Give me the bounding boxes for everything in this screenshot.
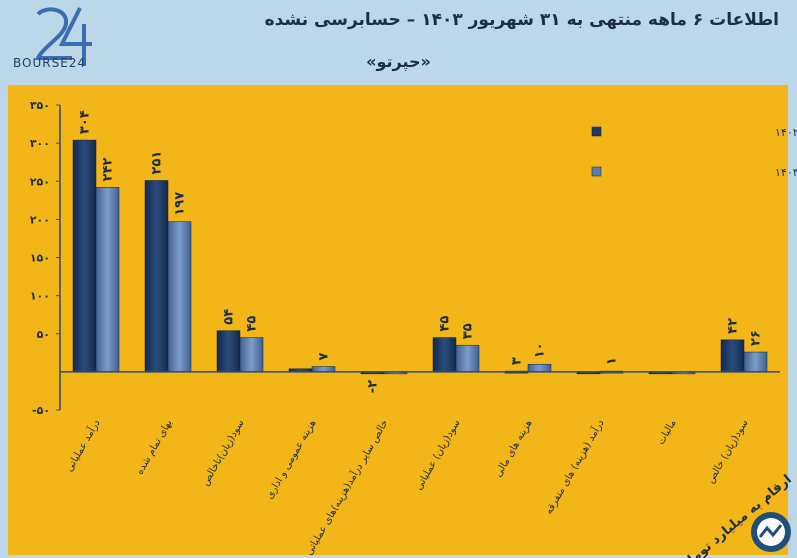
legend-swatch xyxy=(591,126,602,137)
y-tick-label: ۳۵۰ xyxy=(30,99,50,112)
bar-1402 xyxy=(720,339,745,373)
category-label: بهای تمام شده xyxy=(134,418,174,477)
data-label: ۴۵ xyxy=(438,316,453,332)
legend-label: عملکرد منتهی به شهریور ۱۴۰۳ xyxy=(775,166,797,179)
data-label: ۲۴۲ xyxy=(101,157,116,181)
data-label: ۳۵ xyxy=(461,323,476,339)
bar-1403 xyxy=(311,366,336,373)
data-label: ۲۵۱ xyxy=(150,151,165,175)
legend-swatch xyxy=(591,166,602,177)
y-tick-label: ۲۰۰ xyxy=(30,213,50,226)
page-title: اطلاعات ۶ ماهه منتهی به ۳۱ شهریور ۱۴۰۳ –… xyxy=(264,10,779,30)
data-label: ۳۰۴ xyxy=(78,110,93,134)
y-tick-label: ۳۰۰ xyxy=(30,137,50,150)
bar-1402 xyxy=(216,330,241,373)
y-tick-label: ۵۰ xyxy=(37,328,50,341)
bar-1403 xyxy=(455,344,480,373)
bar-1403 xyxy=(95,187,120,373)
data-label: ۱۹۷ xyxy=(173,192,188,216)
data-label: ۷ xyxy=(317,353,332,361)
legend-label: عملکرد منتهی به شهریور ۱۴۰۲ xyxy=(775,126,797,139)
data-label: ۵۴ xyxy=(222,309,237,325)
y-tick-label: ۱۵۰ xyxy=(30,252,50,265)
bar-1402 xyxy=(144,180,169,373)
category-label: هزینه عمومی و اداری xyxy=(264,418,318,501)
y-tick-label: -۵۰ xyxy=(32,404,50,417)
logo-text: BOURSE24 xyxy=(13,56,87,70)
bar-1402 xyxy=(432,337,457,373)
category-label: سود(زیان)ناخالص xyxy=(200,418,247,488)
page-subtitle: «حپرتو» xyxy=(366,52,431,71)
bar-1403 xyxy=(527,364,552,373)
bar-1403 xyxy=(239,337,264,373)
bar-1402 xyxy=(72,139,97,373)
category-label: درآمد (هزینه) های متفرقه xyxy=(542,417,607,516)
category-label: هزینه های مالی xyxy=(493,418,535,479)
category-label: خالص سایر درآمد(هزینه)های عملیاتی xyxy=(302,417,391,557)
category-label: سود(زیان) عملیاتی xyxy=(413,418,462,492)
chart-trend-icon xyxy=(751,512,791,552)
data-label: -۲ xyxy=(366,380,381,393)
bourse24-logo xyxy=(34,7,92,66)
data-label: ۱۰ xyxy=(533,342,548,358)
data-label: ۲۶ xyxy=(749,330,764,346)
category-label: درآمد عملیاتی xyxy=(62,417,102,474)
chart-panel xyxy=(8,85,788,555)
data-label: ۱ xyxy=(605,357,620,365)
data-label: ۴۵ xyxy=(245,316,260,332)
category-label: مالیات xyxy=(656,418,679,447)
data-label: ۴۲ xyxy=(726,318,741,334)
bar-1403 xyxy=(167,221,192,373)
bar-1403 xyxy=(743,351,768,373)
category-label: سود(زیان) خالص xyxy=(705,418,750,485)
data-label: ۳ xyxy=(510,357,525,365)
y-tick-label: ۱۰۰ xyxy=(30,290,50,303)
y-tick-label: ۲۵۰ xyxy=(30,175,50,188)
